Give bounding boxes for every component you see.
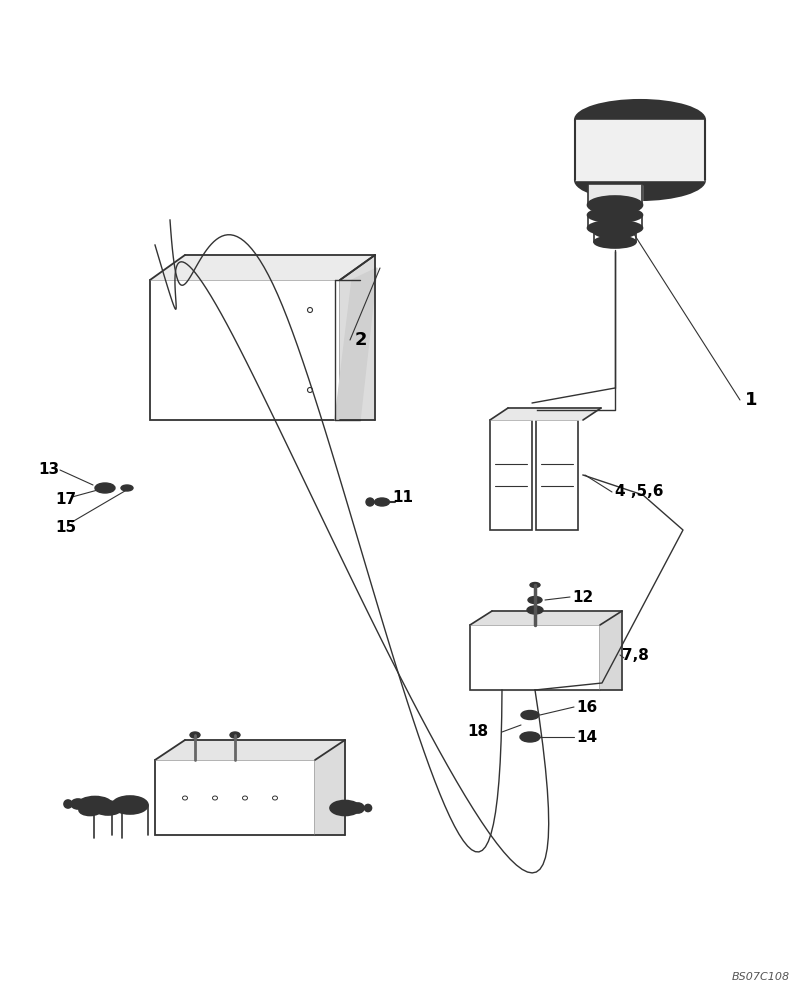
Polygon shape <box>489 408 600 420</box>
Polygon shape <box>470 625 599 690</box>
Ellipse shape <box>71 799 85 809</box>
Text: 15: 15 <box>55 520 76 536</box>
Text: 16: 16 <box>575 700 597 714</box>
Polygon shape <box>587 185 642 205</box>
Ellipse shape <box>121 485 133 491</box>
Ellipse shape <box>95 483 115 493</box>
Polygon shape <box>155 740 345 760</box>
Text: 18: 18 <box>466 724 487 739</box>
Polygon shape <box>150 255 375 280</box>
Ellipse shape <box>79 804 101 815</box>
Ellipse shape <box>366 498 374 506</box>
Ellipse shape <box>519 732 539 742</box>
Ellipse shape <box>64 800 72 808</box>
Text: 12: 12 <box>571 589 593 604</box>
Ellipse shape <box>351 803 363 813</box>
Ellipse shape <box>587 208 642 223</box>
Bar <box>150 280 340 420</box>
Polygon shape <box>150 280 340 420</box>
Text: 13: 13 <box>38 462 59 478</box>
Polygon shape <box>599 611 621 690</box>
Polygon shape <box>340 255 375 420</box>
Ellipse shape <box>230 732 240 738</box>
Ellipse shape <box>526 606 543 614</box>
Text: BS07C108: BS07C108 <box>731 972 789 982</box>
Polygon shape <box>574 120 704 180</box>
Polygon shape <box>470 611 621 625</box>
Ellipse shape <box>521 710 539 719</box>
Ellipse shape <box>587 176 642 194</box>
Ellipse shape <box>594 226 635 238</box>
Ellipse shape <box>190 732 200 738</box>
Text: 2: 2 <box>354 331 367 349</box>
Ellipse shape <box>77 796 113 813</box>
Bar <box>489 420 531 530</box>
Text: 7,8: 7,8 <box>621 648 648 662</box>
Text: 14: 14 <box>575 729 596 744</box>
Text: 11: 11 <box>392 489 413 504</box>
Ellipse shape <box>530 582 539 587</box>
Ellipse shape <box>329 800 359 816</box>
Polygon shape <box>335 268 376 420</box>
Bar <box>155 760 315 835</box>
Ellipse shape <box>587 196 642 214</box>
Polygon shape <box>155 760 315 835</box>
Bar <box>470 625 599 690</box>
Ellipse shape <box>574 100 704 140</box>
Polygon shape <box>315 740 345 835</box>
Text: 4 ,5,6: 4 ,5,6 <box>614 485 663 499</box>
Ellipse shape <box>112 796 148 814</box>
Ellipse shape <box>94 801 122 815</box>
Ellipse shape <box>587 221 642 236</box>
Ellipse shape <box>594 236 635 248</box>
Bar <box>535 420 577 530</box>
Ellipse shape <box>374 498 389 506</box>
Ellipse shape <box>574 160 704 200</box>
Text: 17: 17 <box>55 492 76 508</box>
Ellipse shape <box>527 596 541 603</box>
Ellipse shape <box>364 804 371 811</box>
Text: 1: 1 <box>744 391 757 409</box>
